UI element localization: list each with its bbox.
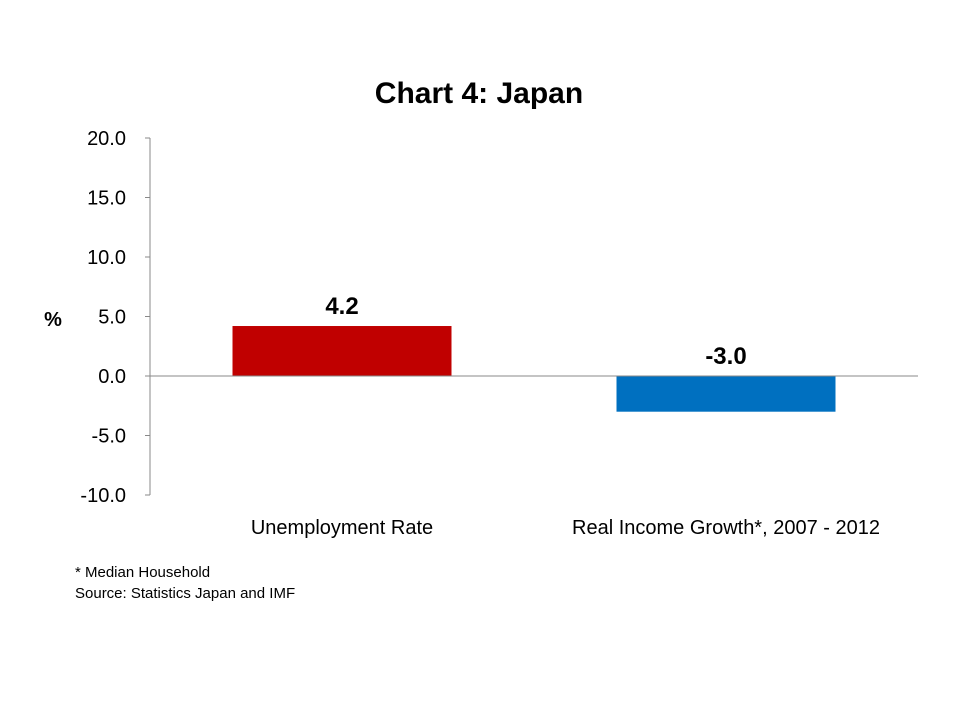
data-label-2: -3.0 <box>705 343 746 370</box>
y-tick-label: 10.0 <box>87 247 126 269</box>
y-tick-label: 0.0 <box>98 366 126 388</box>
y-axis-label: % <box>44 309 62 331</box>
bar-2 <box>616 376 836 412</box>
bar-1 <box>232 326 452 376</box>
chart-title: Chart 4: Japan <box>375 77 583 110</box>
chart-notes: * Median Household Source: Statistics Ja… <box>75 562 295 604</box>
y-tick-label: 15.0 <box>87 188 126 210</box>
data-labels: 4.2 -3.0 <box>325 293 746 370</box>
category-label-2: Real Income Growth*, 2007 - 2012 <box>572 517 880 539</box>
bars <box>232 326 836 412</box>
data-label-1: 4.2 <box>325 293 358 320</box>
y-tick-label: -5.0 <box>92 426 126 448</box>
y-tick-label: -10.0 <box>80 485 126 507</box>
source-note: Source: Statistics Japan and IMF <box>75 585 296 602</box>
category-label-1: Unemployment Rate <box>251 517 433 539</box>
y-tick-labels: 20.0 15.0 10.0 5.0 0.0 -5.0 -10.0 <box>80 128 150 507</box>
y-tick-label: 5.0 <box>98 307 126 329</box>
category-labels: Unemployment Rate Real Income Growth*, 20… <box>251 517 880 539</box>
footnote: * Median Household <box>75 564 211 581</box>
y-tick-label: 20.0 <box>87 128 126 150</box>
